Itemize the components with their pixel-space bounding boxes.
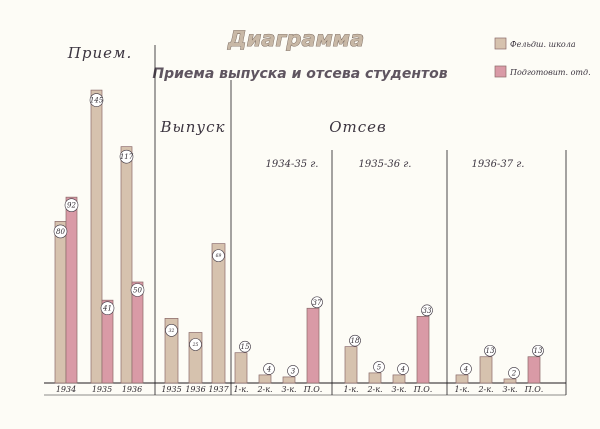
otsev-group-label-2: 1935-36 г. (359, 159, 412, 170)
tick-otsev-2-3-к.: 3-к. (391, 385, 406, 394)
section-otsev: Отсев (329, 118, 387, 136)
otsev-group-label-1: 1934-35 г. (266, 159, 319, 170)
label-vypusk-1936: 25 (192, 342, 199, 348)
chart-title: Диаграмма (227, 27, 364, 51)
label-priem-medic-1934-circle (64, 198, 79, 212)
bar-otsev-1-2-к. (258, 374, 272, 384)
label-vypusk-1936-circle (189, 338, 202, 351)
label-otsev-2-2-к.-circle (373, 361, 385, 373)
bar-otsev-1-П.О. (306, 307, 320, 384)
bar-otsev-1-3-к. (282, 376, 296, 384)
label-otsev-3-П.О.: 13 (534, 347, 543, 355)
bar-otsev-2-2-к. (368, 372, 382, 384)
label-priem-feldsher-1936: 117 (120, 153, 134, 161)
tick-vypusk-1935: 1935 (161, 385, 181, 394)
tick-priem-1936: 1936 (122, 385, 142, 394)
bar-priem-medic-1935 (101, 299, 114, 384)
bar-otsev-3-3-к. (503, 378, 517, 384)
bar-otsev-3-1-к. (455, 374, 469, 384)
label-vypusk-1935-circle (165, 324, 178, 337)
label-otsev-2-1-к.: 18 (351, 337, 360, 345)
tick-otsev-1-1-к.: 1-к. (233, 385, 248, 394)
label-vypusk-1937: 69 (216, 253, 222, 259)
bar-otsev-2-3-к. (392, 374, 406, 384)
label-otsev-3-2-к.: 13 (486, 347, 495, 355)
section-priem: Прием. (67, 44, 132, 62)
label-otsev-1-П.О.-circle (311, 296, 323, 309)
tick-otsev-2-1-к.: 1-к. (343, 385, 358, 394)
label-otsev-2-П.О.: 33 (423, 307, 432, 315)
tick-vypusk-1936: 1936 (185, 385, 205, 394)
label-priem-feldsher-1934: 80 (56, 228, 65, 236)
label-otsev-3-П.О.-circle (532, 344, 544, 357)
label-otsev-2-П.О.-circle (421, 304, 433, 317)
label-otsev-1-1-к.: 15 (241, 343, 250, 351)
label-priem-medic-1935: 41 (102, 305, 112, 313)
tick-otsev-1-2-к.: 2-к. (256, 385, 272, 394)
bar-priem-medic-1934 (65, 196, 78, 384)
legend-swatch-feldsher (494, 37, 507, 50)
label-otsev-1-1-к.-circle (239, 340, 251, 353)
tick-otsev-2-2-к.: 2-к. (366, 385, 382, 394)
tick-otsev-3-2-к.: 2-к. (477, 385, 493, 394)
tick-otsev-3-П.О.: П.О. (524, 385, 544, 394)
bar-otsev-2-П.О. (416, 315, 430, 384)
bar-priem-feldsher-1935 (90, 89, 103, 384)
label-otsev-2-2-к.: 5 (377, 363, 382, 371)
tick-otsev-3-3-к.: 3-к. (502, 385, 517, 394)
label-priem-medic-1935-circle (100, 301, 115, 315)
label-priem-medic-1934: 92 (67, 202, 76, 210)
tick-otsev-2-П.О.: П.О. (413, 385, 433, 394)
chart-subtitle: Приема выпуска и отсева студентов (152, 66, 447, 82)
label-otsev-1-2-к.: 4 (266, 365, 271, 373)
label-otsev-2-3-к.-circle (397, 363, 409, 375)
legend-label-medic: Подготовит. отд. (509, 68, 591, 77)
bar-vypusk-1937 (211, 243, 226, 384)
label-priem-feldsher-1934-circle (53, 224, 68, 239)
label-vypusk-1935: 32 (169, 328, 175, 334)
legend-label-feldsher: Фельдш. школа (510, 40, 576, 49)
bar-priem-feldsher-1934 (54, 221, 67, 384)
label-otsev-1-П.О.: 37 (313, 299, 322, 307)
legend: Фельдш. школа Подготовит. отд. (494, 37, 591, 78)
label-priem-feldsher-1935-circle (89, 93, 104, 107)
bar-otsev-2-1-к. (344, 346, 358, 384)
label-otsev-2-1-к.-circle (349, 334, 361, 347)
label-priem-feldsher-1936-circle (119, 149, 134, 164)
bar-otsev-1-1-к. (234, 352, 248, 384)
legend-swatch-medic (494, 65, 507, 78)
label-vypusk-1937-circle (212, 249, 225, 262)
bar-priem-medic-1936 (131, 281, 144, 384)
label-otsev-1-3-к.: 3 (291, 367, 296, 375)
tick-priem-1935: 1935 (92, 385, 112, 394)
label-otsev-3-2-к.-circle (484, 344, 496, 357)
bar-otsev-3-2-к. (479, 356, 493, 384)
label-priem-feldsher-1935: 145 (90, 97, 104, 105)
tick-otsev-1-П.О.: П.О. (303, 385, 323, 394)
otsev-group-label-3: 1936-37 г. (472, 159, 525, 170)
label-priem-medic-1936: 50 (133, 287, 142, 295)
bar-priem-feldsher-1936 (120, 146, 133, 384)
label-otsev-3-1-к.: 4 (463, 365, 468, 373)
label-otsev-2-3-к.: 4 (400, 365, 405, 373)
tick-vypusk-1937: 1937 (208, 385, 229, 394)
label-priem-medic-1936-circle (130, 283, 145, 297)
bar-otsev-3-П.О. (527, 356, 541, 384)
section-vypusk: Выпуск (160, 118, 226, 136)
tick-priem-1934: 1934 (56, 385, 76, 394)
bars: 8092193414541193511750193632193525193669… (53, 89, 544, 394)
tick-otsev-3-1-к.: 1-к. (454, 385, 469, 394)
label-otsev-1-2-к.-circle (263, 363, 275, 375)
tick-otsev-1-3-к.: 3-к. (281, 385, 296, 394)
label-otsev-3-1-к.-circle (460, 363, 472, 375)
label-otsev-3-3-к.: 2 (511, 369, 517, 377)
label-otsev-3-3-к.-circle (508, 367, 520, 379)
label-otsev-1-3-к.-circle (287, 365, 299, 377)
